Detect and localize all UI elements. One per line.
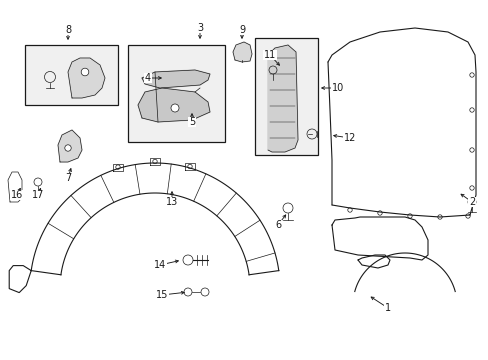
Polygon shape — [267, 45, 297, 152]
Text: 3: 3 — [197, 23, 203, 33]
Text: 5: 5 — [188, 117, 195, 127]
Text: 13: 13 — [165, 197, 178, 207]
Text: 8: 8 — [65, 25, 71, 35]
Polygon shape — [138, 88, 209, 122]
Text: 2: 2 — [468, 197, 474, 207]
Circle shape — [65, 145, 71, 151]
Circle shape — [81, 68, 89, 76]
Text: 16: 16 — [11, 190, 23, 200]
Text: 10: 10 — [331, 83, 344, 93]
Polygon shape — [68, 58, 105, 98]
Bar — [128, 45, 224, 142]
Polygon shape — [142, 70, 209, 88]
Text: 15: 15 — [156, 290, 168, 300]
Text: 14: 14 — [154, 260, 166, 270]
Text: 1: 1 — [384, 303, 390, 313]
Circle shape — [171, 104, 179, 112]
Text: 12: 12 — [343, 133, 355, 143]
Polygon shape — [232, 42, 251, 62]
Text: 6: 6 — [274, 220, 281, 230]
Text: 4: 4 — [144, 73, 151, 83]
Text: 7: 7 — [65, 173, 71, 183]
Text: 9: 9 — [239, 25, 244, 35]
Text: 11: 11 — [264, 50, 276, 60]
Polygon shape — [58, 130, 82, 162]
Bar — [25, 45, 118, 105]
Bar — [254, 38, 317, 155]
Text: 17: 17 — [32, 190, 44, 200]
